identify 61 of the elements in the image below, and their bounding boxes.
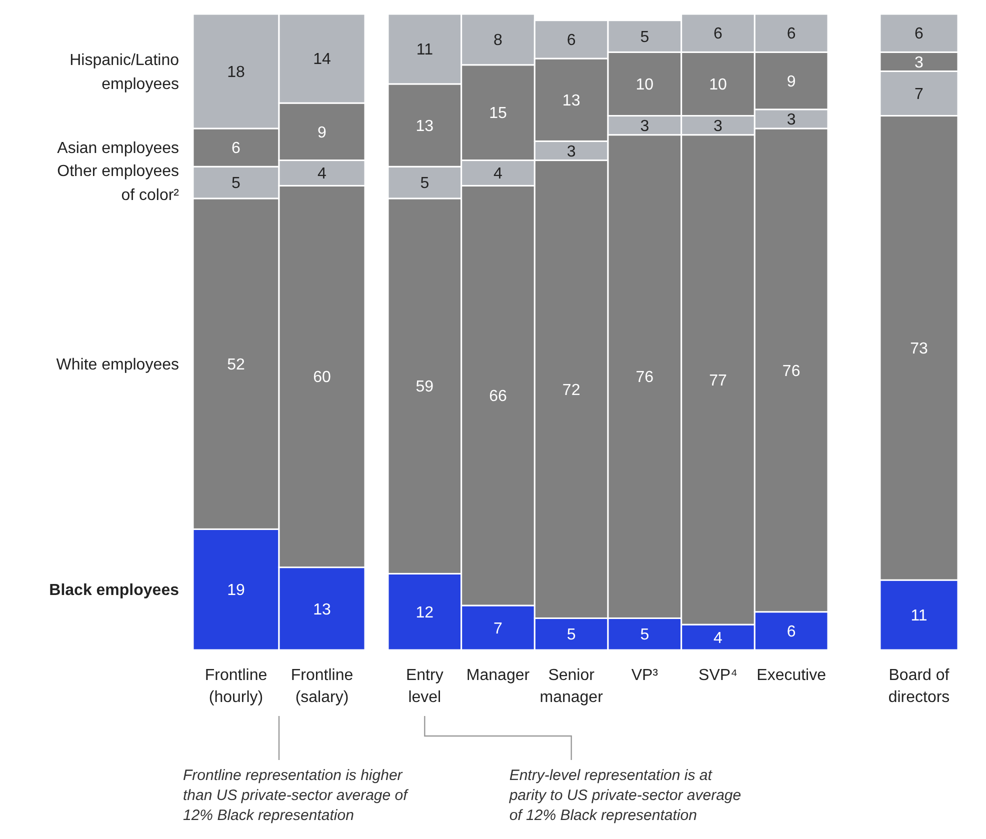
series-label: Hispanic/Latino employees: [70, 52, 180, 93]
data-label: 3: [914, 54, 924, 72]
text: Frontline representation is higher than US private-sector average of 12% Black representation: [183, 767, 410, 824]
data-label: 11: [910, 608, 928, 625]
data-label: 5: [232, 175, 241, 192]
series-label: Black employees: [49, 582, 180, 600]
data-label: 6: [786, 624, 796, 641]
data-label: 7: [914, 86, 924, 104]
data-label: 4: [714, 630, 723, 647]
data-label: 19: [227, 582, 245, 600]
data-label: 3: [786, 112, 796, 129]
data-label: 9: [786, 73, 796, 90]
data-label: 12: [416, 604, 434, 622]
data-label: 14: [313, 51, 331, 68]
data-label: 6: [714, 26, 723, 43]
text: Entry-level representation is at parity to US private-sector average of 12% Black representation: [508, 767, 742, 824]
data-label: 18: [227, 64, 245, 81]
data-label: 9: [318, 124, 327, 142]
data-label: 3: [714, 118, 723, 135]
x-tick-label: Entry level: [406, 667, 444, 706]
data-label: 3: [566, 143, 576, 160]
data-label: 5: [640, 28, 650, 46]
data-label: 4: [318, 166, 327, 183]
x-tick-label: Manager: [466, 667, 530, 684]
data-label: 6: [232, 140, 241, 158]
data-label: 10: [709, 76, 727, 94]
data-label: 13: [562, 92, 580, 110]
x-tick-label: Board of directors: [888, 667, 950, 706]
x-tick-label: VP³: [631, 667, 659, 684]
data-label: 8: [494, 32, 503, 50]
data-label: 7: [494, 620, 503, 638]
x-tick-label: Senior manager: [540, 667, 604, 706]
data-label: 59: [416, 378, 434, 396]
data-label: 76: [782, 362, 800, 380]
data-label: 76: [636, 369, 654, 386]
data-label: 5: [566, 626, 576, 644]
data-label: 4: [494, 166, 503, 183]
data-label: 6: [566, 32, 576, 50]
data-label: 66: [489, 388, 507, 406]
series-label: Asian employees: [57, 140, 179, 158]
data-label: 77: [709, 372, 727, 390]
series-label: Other employees of color²: [57, 163, 180, 204]
data-label: 10: [636, 76, 654, 94]
data-label: 60: [313, 369, 331, 386]
data-label: 11: [416, 42, 434, 59]
data-label: 73: [910, 340, 928, 358]
data-label: 6: [786, 26, 796, 43]
data-label: 13: [416, 118, 434, 135]
data-label: 5: [420, 175, 430, 192]
data-label: 13: [313, 601, 331, 618]
x-tick-label: Frontline (hourly): [204, 667, 268, 706]
x-tick-label: Frontline (salary): [290, 667, 354, 706]
data-label: 3: [640, 118, 650, 135]
x-tick-label: SVP⁴: [698, 667, 738, 684]
series-label: White employees: [56, 356, 179, 374]
data-label: 6: [914, 26, 924, 43]
data-label: 72: [562, 382, 580, 399]
data-label: 5: [640, 626, 650, 644]
data-label: 52: [227, 356, 245, 374]
data-label: 15: [489, 105, 507, 122]
x-tick-label: Executive: [756, 667, 826, 684]
